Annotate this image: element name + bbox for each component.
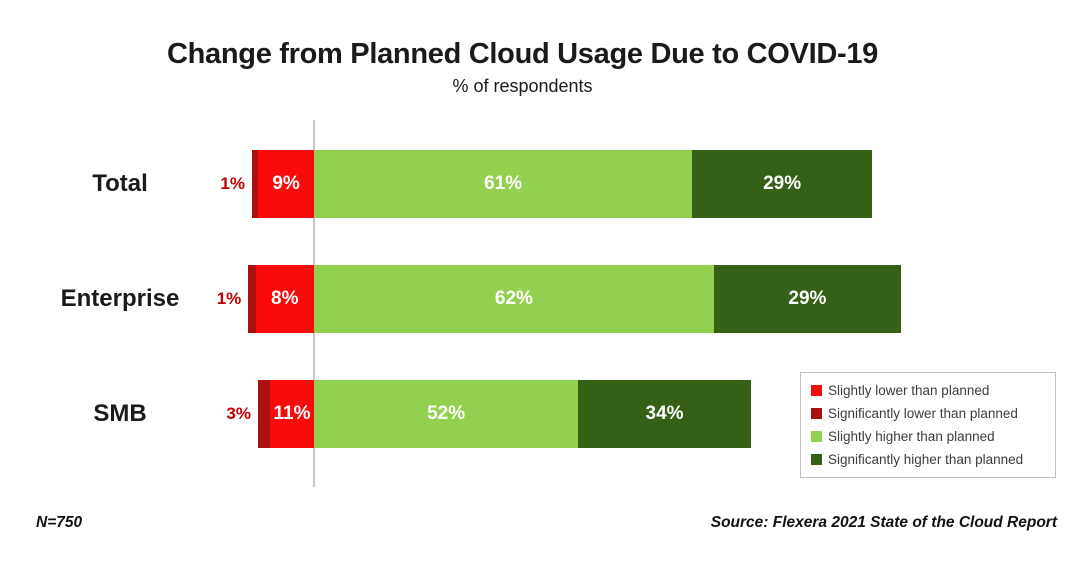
legend-item: Significantly lower than planned xyxy=(811,402,1045,425)
legend-label: Significantly lower than planned xyxy=(828,406,1018,421)
outside-value-label: 1% xyxy=(216,289,242,308)
segment-value-label: 61% xyxy=(484,173,523,194)
chart-subtitle: % of respondents xyxy=(452,76,593,96)
legend-swatch-icon xyxy=(811,431,822,442)
legend-swatch-icon xyxy=(811,408,822,419)
chart-title: Change from Planned Cloud Usage Due to C… xyxy=(167,38,878,70)
segment-value-label: 62% xyxy=(494,288,533,309)
category-label: SMB xyxy=(93,400,147,427)
legend-swatch-icon xyxy=(811,385,822,396)
segment-value-label: 9% xyxy=(272,173,300,194)
segment-value-label: 52% xyxy=(427,403,466,424)
segment-significantly-lower xyxy=(248,265,256,333)
legend-item: Significantly higher than planned xyxy=(811,448,1045,471)
outside-value-label: 1% xyxy=(220,174,245,193)
legend-label: Slightly lower than planned xyxy=(828,383,990,398)
segment-value-label: 29% xyxy=(788,288,827,309)
segment-value-label: 34% xyxy=(645,403,684,424)
legend-label: Slightly higher than planned xyxy=(828,429,995,444)
outside-value-label: 3% xyxy=(226,404,251,423)
segment-slightly-lower: 11% xyxy=(270,380,314,448)
legend: Slightly lower than planned Significantly… xyxy=(800,372,1056,478)
category-label: Total xyxy=(92,170,148,197)
legend-item: Slightly higher than planned xyxy=(811,425,1045,448)
segment-significantly-higher: 34% xyxy=(578,380,751,448)
segment-significantly-lower xyxy=(252,150,259,218)
segment-significantly-lower xyxy=(258,380,270,448)
legend-label: Significantly higher than planned xyxy=(828,452,1024,467)
segment-slightly-lower: 8% xyxy=(255,265,314,333)
segment-value-label: 8% xyxy=(271,288,299,309)
segment-slightly-higher: 61% xyxy=(314,150,693,218)
segment-significantly-higher: 29% xyxy=(692,150,872,218)
legend-item: Slightly lower than planned xyxy=(811,379,1045,402)
segment-significantly-higher: 29% xyxy=(713,265,901,333)
segment-slightly-higher: 62% xyxy=(314,265,714,333)
segment-slightly-higher: 52% xyxy=(314,380,579,448)
legend-swatch-icon xyxy=(811,454,822,465)
category-label: Enterprise xyxy=(60,285,180,312)
segment-slightly-lower: 9% xyxy=(258,150,314,218)
source-note: Source: Flexera 2021 State of the Cloud … xyxy=(710,514,1057,531)
segment-value-label: 11% xyxy=(273,403,311,424)
sample-size-note: N=750 xyxy=(36,514,83,531)
segment-value-label: 29% xyxy=(763,173,802,194)
